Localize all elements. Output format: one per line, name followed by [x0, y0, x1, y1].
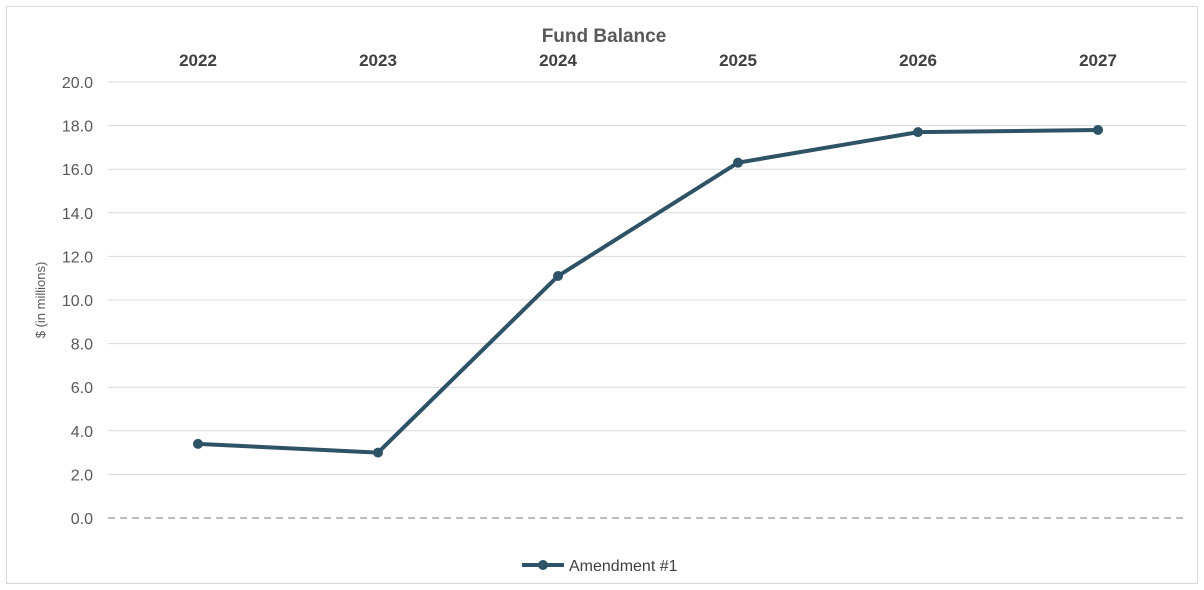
y-tick-label: 8.0	[71, 337, 93, 354]
y-axis-label: $ (in millions)	[33, 262, 48, 339]
y-tick-label: 10.0	[62, 293, 93, 310]
series-line	[196, 127, 1100, 455]
y-tick-label: 18.0	[62, 119, 93, 136]
x-tick-label: 2023	[359, 51, 397, 70]
series-layer	[193, 124, 1103, 458]
data-point	[553, 271, 563, 282]
chart-title: Fund Balance	[542, 26, 667, 47]
x-tick-label: 2027	[1079, 51, 1117, 70]
y-tick-label: 14.0	[62, 206, 93, 223]
x-tick-label: 2024	[539, 51, 577, 70]
chart-frame	[6, 6, 1198, 584]
y-tick-label: 6.0	[71, 380, 93, 397]
y-tick-label: 4.0	[71, 424, 93, 441]
data-point	[913, 127, 923, 138]
y-tick-label: 20.0	[62, 75, 93, 92]
x-tick-labels: 2022 2023 2024 2025 2026 2027	[179, 51, 1117, 70]
legend: Amendment #1	[522, 558, 678, 575]
y-tick-label: 2.0	[71, 467, 93, 484]
data-point	[1093, 124, 1103, 135]
legend-point-marker	[538, 560, 548, 570]
y-tick-labels: 0.0 2.0 4.0 6.0 8.0 10.0 12.0 14.0 16.0 18.0 20.0	[62, 75, 93, 528]
grid-layer	[108, 81, 1186, 519]
data-point	[733, 157, 743, 168]
y-tick-label: 12.0	[62, 249, 93, 266]
x-tick-label: 2022	[179, 51, 217, 70]
legend-label: Amendment #1	[569, 558, 678, 575]
data-point	[373, 447, 383, 458]
x-tick-label: 2026	[899, 51, 937, 70]
y-tick-label: 0.0	[71, 511, 93, 528]
x-tick-label: 2025	[719, 51, 757, 70]
data-point	[193, 438, 203, 449]
y-tick-label: 16.0	[62, 162, 93, 179]
